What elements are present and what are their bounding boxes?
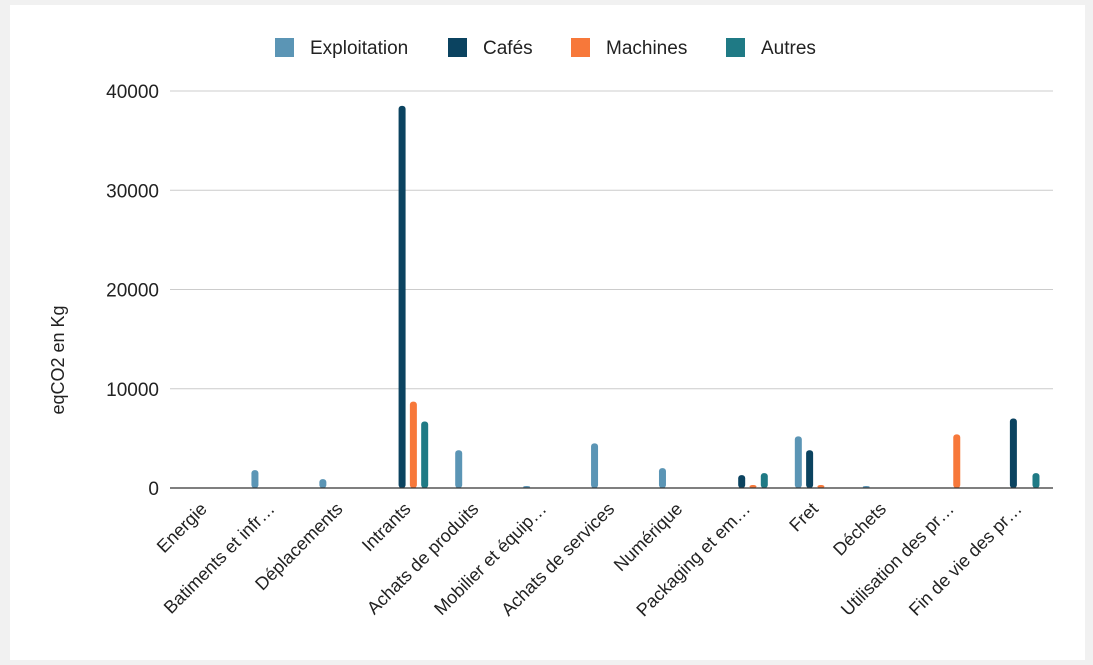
bar-cafés[interactable] [398,105,406,488]
bar-exploitation[interactable] [658,468,666,488]
bar-exploitation[interactable] [591,443,599,488]
x-tick-label: Déchets [829,499,890,560]
chart-card [10,5,1085,660]
bar-machines[interactable] [409,401,417,488]
gridlines [170,90,1053,390]
x-tick-label: Packaging et em… [632,499,754,621]
legend-label[interactable]: Cafés [483,38,533,59]
legend-label[interactable]: Machines [606,38,687,59]
x-tick-label: Achats de services [497,499,618,620]
x-tick-label: Energie [153,499,211,557]
x-tick-label: Fin de vie des pr… [905,499,1026,620]
bar-cafés[interactable] [806,450,814,488]
legend-swatch [571,38,590,57]
bar-cafés[interactable] [738,475,746,488]
legend-label[interactable]: Autres [761,38,816,59]
bar-machines[interactable] [817,485,825,488]
bars [251,105,1040,488]
bar-autres[interactable] [1032,473,1040,488]
y-tick-label: 0 [148,479,159,500]
bar-autres[interactable] [421,421,429,488]
bar-exploitation[interactable] [794,436,802,488]
legend-swatch [726,38,745,57]
bar-exploitation[interactable] [251,470,259,488]
y-tick-label: 10000 [106,380,159,401]
bar-machines[interactable] [749,485,757,488]
bar-exploitation[interactable] [455,450,463,488]
legend: Exploitation Cafés Machines Autres [275,38,816,59]
x-tick-label: Mobilier et équip… [430,499,550,619]
x-tick-label: Utilisation des pr… [837,499,958,620]
legend-swatch [448,38,467,57]
y-tick-label: 30000 [106,181,159,202]
x-tick-label: Intrants [358,499,415,556]
y-axis-title: eqCO2 en Kg [48,305,68,414]
legend-swatch [275,38,294,57]
bar-autres[interactable] [760,473,768,488]
bar-exploitation[interactable] [319,479,327,488]
bar-machines[interactable] [953,434,961,488]
y-tick-label: 40000 [106,82,159,103]
x-tick-label: Achats de produits [363,499,483,619]
bar-cafés[interactable] [1009,418,1017,488]
y-tick-label: 20000 [106,281,159,302]
legend-label[interactable]: Exploitation [310,38,408,59]
x-tick-label: Fret [785,499,822,536]
